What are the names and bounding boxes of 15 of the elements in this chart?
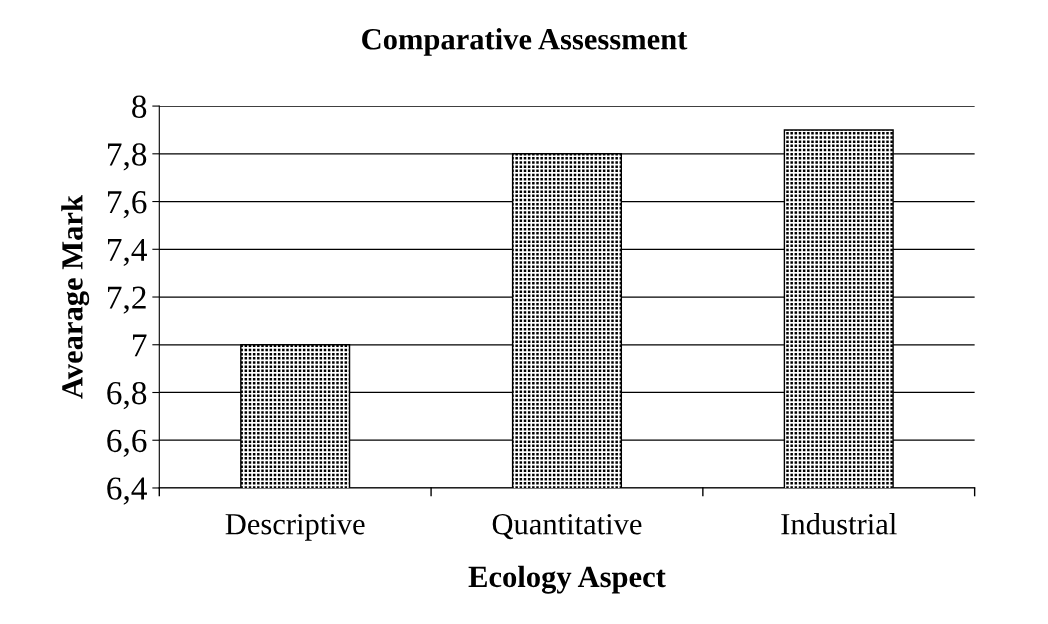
y-tick-label: 7 <box>133 334 147 357</box>
x-tick-label: Descriptive <box>225 513 365 541</box>
y-tick-label: 7,2 <box>108 286 146 314</box>
y-tick-label: 6,8 <box>107 381 147 410</box>
x-axis-title: Ecology Aspect <box>468 565 666 594</box>
y-tick-label: 6,6 <box>107 429 147 457</box>
y-tick-label: 7,4 <box>108 238 147 266</box>
y-axis-title: Avearage Mark <box>61 195 90 399</box>
x-tick-label: Industrial <box>781 512 897 535</box>
x-tick-label: Quantitative <box>492 513 642 540</box>
y-tick-label: 7,6 <box>108 191 147 219</box>
y-tick-label: 7,8 <box>108 143 147 171</box>
y-tick-label: 6,4 <box>107 477 147 505</box>
chart-title: Comparative Assessment <box>362 28 688 56</box>
y-tick-label: 8 <box>132 95 147 118</box>
